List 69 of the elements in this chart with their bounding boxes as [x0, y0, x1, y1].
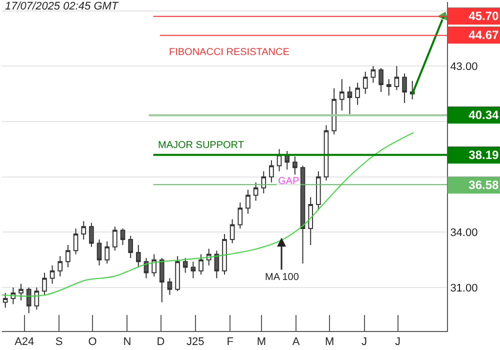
- candlestick: [175, 256, 180, 292]
- annotation: FIBONACCI RESISTANCE: [169, 47, 290, 58]
- candlestick: [159, 257, 164, 303]
- candlestick: [26, 286, 32, 314]
- x-tick-label: J25: [186, 336, 204, 348]
- candlestick: [18, 283, 24, 301]
- x-tick-label: M: [256, 336, 266, 348]
- x-tick-label: S: [55, 336, 63, 348]
- candlestick: [370, 66, 376, 84]
- x-tick-label: O: [88, 336, 98, 348]
- candlestick: [120, 228, 126, 246]
- x-tick-label: D: [156, 336, 165, 348]
- candlestick: [10, 286, 16, 305]
- ref-line-label: 44.67: [468, 28, 499, 42]
- x-tick-label: A: [292, 336, 300, 348]
- x-tick-label: A24: [14, 336, 34, 348]
- ref-line-label: 36.58: [468, 178, 499, 192]
- candlestick: [378, 68, 384, 92]
- candlestick: [128, 235, 133, 258]
- y-tick-label: 34.00: [450, 227, 478, 239]
- candlestick: [339, 78, 344, 111]
- candlestick: [394, 66, 400, 91]
- x-tick-label: M: [325, 336, 334, 348]
- candlestick: [96, 239, 102, 266]
- annotation: MAJOR SUPPORT: [158, 140, 244, 151]
- candlestick: [230, 218, 235, 244]
- candlestick: [34, 286, 40, 310]
- y-tick-label: 43.00: [450, 61, 478, 74]
- candlestick: [292, 156, 298, 176]
- candlestick: [222, 234, 227, 276]
- annotation: MA 100: [265, 272, 300, 283]
- candlestick: [316, 170, 321, 211]
- y-tick-label: 31.00: [450, 282, 478, 294]
- candlestick: [261, 170, 266, 194]
- candlestick: [386, 78, 392, 96]
- candlestick: [50, 264, 55, 284]
- candlestick: [402, 73, 407, 104]
- candlestick: [198, 254, 204, 276]
- x-tick-label: F: [226, 336, 234, 348]
- candlestick: [246, 189, 250, 214]
- candlestick: [81, 220, 86, 240]
- candlestick: [136, 244, 141, 268]
- candlestick: [347, 86, 352, 115]
- candlestick: [269, 160, 274, 183]
- candlestick: [355, 82, 360, 106]
- candlestick: [238, 202, 243, 229]
- chart-title: 17/07/2025 02:45 GMT: [5, 0, 120, 12]
- candlestick: [73, 228, 78, 255]
- candlestick: [362, 71, 368, 94]
- candlestick: [324, 124, 329, 182]
- candlestick: [206, 248, 212, 266]
- ref-line-label: 45.70: [468, 9, 499, 23]
- ref-line-label: 38.19: [468, 148, 499, 162]
- candlestick: [104, 240, 110, 264]
- x-tick-label: N: [123, 336, 132, 348]
- candlestick: [66, 244, 70, 268]
- candlestick: [332, 88, 336, 135]
- candlestick: [89, 222, 94, 248]
- candlestick: [112, 226, 118, 252]
- x-tick-label: J: [362, 336, 368, 348]
- candlestick: [167, 278, 172, 296]
- candlestick: [308, 196, 314, 246]
- candlestick: [253, 182, 258, 202]
- candlestick: [152, 254, 156, 277]
- annotation: GAP: [278, 176, 300, 187]
- candlestick: [58, 256, 63, 277]
- candlestick: [190, 261, 196, 279]
- ref-line-label: 40.34: [468, 108, 499, 122]
- x-tick-label: J: [395, 336, 401, 348]
